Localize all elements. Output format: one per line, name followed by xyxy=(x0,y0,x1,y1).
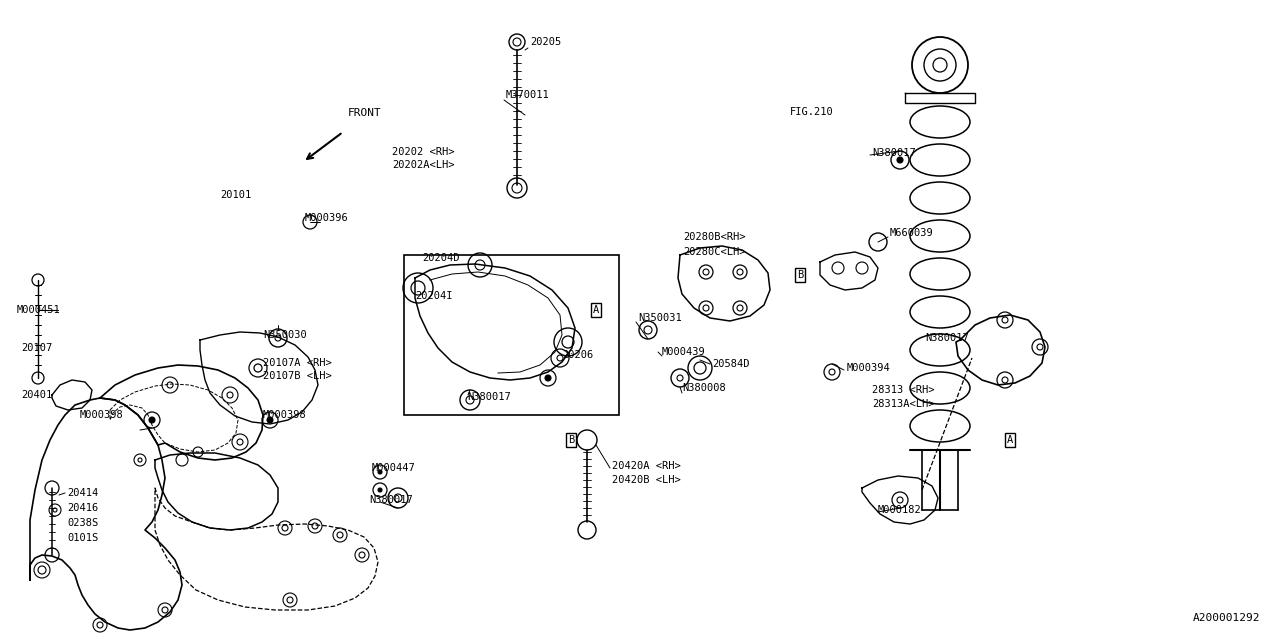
Text: 20420B <LH>: 20420B <LH> xyxy=(612,475,681,485)
Text: 28313A<LH>: 28313A<LH> xyxy=(872,399,934,409)
Text: 0101S: 0101S xyxy=(67,533,99,543)
Circle shape xyxy=(148,417,155,423)
Text: 20420A <RH>: 20420A <RH> xyxy=(612,461,681,471)
Text: 20107A <RH>: 20107A <RH> xyxy=(262,358,332,368)
Circle shape xyxy=(268,417,273,423)
Text: 20107: 20107 xyxy=(20,343,52,353)
Text: 20280C<LH>: 20280C<LH> xyxy=(684,247,745,257)
Text: N380017: N380017 xyxy=(369,495,412,505)
Bar xyxy=(404,255,620,415)
Text: N350031: N350031 xyxy=(637,313,682,323)
Text: M000451: M000451 xyxy=(17,305,60,315)
Circle shape xyxy=(378,488,381,492)
Text: M000396: M000396 xyxy=(305,213,348,223)
Text: 20101: 20101 xyxy=(220,190,251,200)
Text: M000447: M000447 xyxy=(372,463,416,473)
Text: M000439: M000439 xyxy=(662,347,705,357)
Text: 20204I: 20204I xyxy=(415,291,453,301)
Text: 20205: 20205 xyxy=(530,37,561,47)
Text: 20584D: 20584D xyxy=(712,359,750,369)
Text: 20107B <LH>: 20107B <LH> xyxy=(262,371,332,381)
Text: B: B xyxy=(568,435,575,445)
Text: 20414: 20414 xyxy=(67,488,99,498)
Circle shape xyxy=(897,157,902,163)
Text: 28313 <RH>: 28313 <RH> xyxy=(872,385,934,395)
Text: 0238S: 0238S xyxy=(67,518,99,528)
Text: A: A xyxy=(1007,435,1014,445)
Text: 20416: 20416 xyxy=(67,503,99,513)
Circle shape xyxy=(378,470,381,474)
Text: M000398: M000398 xyxy=(262,410,307,420)
Text: N380017: N380017 xyxy=(872,148,915,158)
Text: A: A xyxy=(593,305,599,315)
Text: M000394: M000394 xyxy=(847,363,891,373)
Text: M370011: M370011 xyxy=(506,90,549,100)
Text: M000398: M000398 xyxy=(79,410,124,420)
Text: FRONT: FRONT xyxy=(348,108,381,118)
Text: A200001292: A200001292 xyxy=(1193,613,1260,623)
Text: M660039: M660039 xyxy=(890,228,933,238)
Text: N350030: N350030 xyxy=(262,330,307,340)
Text: M000182: M000182 xyxy=(878,505,922,515)
Text: N380017: N380017 xyxy=(925,333,969,343)
Text: N380008: N380008 xyxy=(682,383,726,393)
Text: 20401: 20401 xyxy=(20,390,52,400)
Text: 20280B<RH>: 20280B<RH> xyxy=(684,232,745,242)
Text: 20202 <RH>: 20202 <RH> xyxy=(392,147,454,157)
Text: 20204D: 20204D xyxy=(422,253,460,263)
Text: 20202A<LH>: 20202A<LH> xyxy=(392,160,454,170)
Text: B: B xyxy=(797,270,803,280)
Text: N380017: N380017 xyxy=(467,392,511,402)
Circle shape xyxy=(545,375,550,381)
Text: 20206: 20206 xyxy=(562,350,593,360)
Text: FIG.210: FIG.210 xyxy=(790,107,833,117)
